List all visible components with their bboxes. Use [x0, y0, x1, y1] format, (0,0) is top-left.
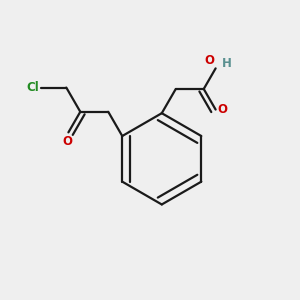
Text: Cl: Cl: [26, 81, 39, 94]
Text: O: O: [217, 103, 227, 116]
Text: O: O: [62, 135, 72, 148]
Text: O: O: [204, 54, 214, 67]
Text: H: H: [222, 57, 232, 70]
